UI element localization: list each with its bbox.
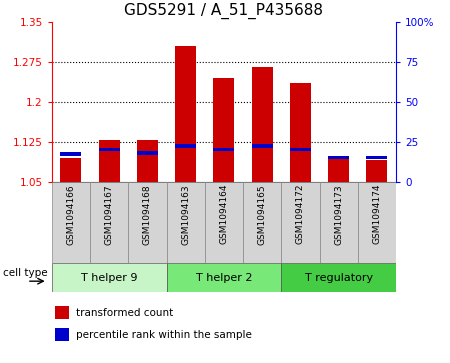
Bar bbox=[52, 182, 90, 263]
Bar bbox=[320, 182, 358, 263]
Bar bbox=[60, 158, 81, 182]
Bar bbox=[166, 182, 205, 263]
Bar bbox=[90, 182, 128, 263]
Text: GSM1094172: GSM1094172 bbox=[296, 184, 305, 244]
Text: GSM1094174: GSM1094174 bbox=[373, 184, 382, 244]
Bar bbox=[175, 144, 196, 148]
Title: GDS5291 / A_51_P435688: GDS5291 / A_51_P435688 bbox=[124, 3, 324, 19]
Bar bbox=[213, 78, 234, 182]
Bar bbox=[358, 182, 396, 263]
Text: GSM1094166: GSM1094166 bbox=[67, 184, 76, 245]
Bar bbox=[137, 140, 158, 182]
Bar bbox=[55, 306, 69, 319]
Bar bbox=[366, 156, 387, 159]
Bar bbox=[52, 263, 166, 292]
Text: GSM1094163: GSM1094163 bbox=[181, 184, 190, 245]
Bar bbox=[55, 328, 69, 341]
Bar bbox=[99, 140, 120, 182]
Text: GSM1094173: GSM1094173 bbox=[334, 184, 343, 245]
Bar bbox=[328, 156, 349, 159]
Bar bbox=[290, 148, 311, 151]
Bar bbox=[366, 160, 387, 182]
Bar bbox=[166, 263, 281, 292]
Bar bbox=[60, 152, 81, 156]
Text: GSM1094165: GSM1094165 bbox=[257, 184, 266, 245]
Bar bbox=[252, 144, 273, 148]
Text: T regulatory: T regulatory bbox=[305, 273, 373, 283]
Bar bbox=[243, 182, 281, 263]
Bar bbox=[205, 182, 243, 263]
Text: GSM1094168: GSM1094168 bbox=[143, 184, 152, 245]
Bar bbox=[128, 182, 166, 263]
Bar bbox=[213, 148, 234, 151]
Bar bbox=[252, 67, 273, 182]
Bar bbox=[328, 158, 349, 182]
Bar bbox=[137, 151, 158, 155]
Bar bbox=[281, 182, 320, 263]
Text: cell type: cell type bbox=[3, 268, 47, 278]
Text: GSM1094164: GSM1094164 bbox=[220, 184, 228, 244]
Bar bbox=[290, 83, 311, 182]
Text: GSM1094167: GSM1094167 bbox=[104, 184, 113, 245]
Text: transformed count: transformed count bbox=[76, 308, 173, 318]
Bar bbox=[175, 46, 196, 182]
Bar bbox=[99, 148, 120, 151]
Text: percentile rank within the sample: percentile rank within the sample bbox=[76, 330, 252, 340]
Bar bbox=[281, 263, 396, 292]
Text: T helper 9: T helper 9 bbox=[81, 273, 137, 283]
Text: T helper 2: T helper 2 bbox=[196, 273, 252, 283]
